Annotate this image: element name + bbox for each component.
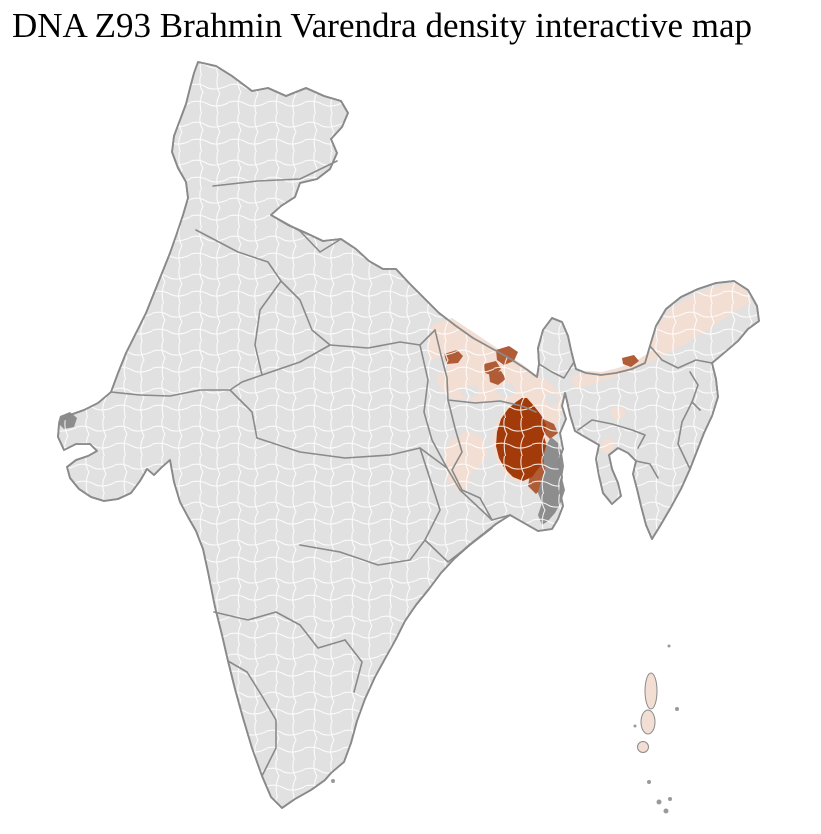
state-boundary-line [635,460,659,479]
island-andaman-north[interactable] [644,672,658,710]
island-dot [633,724,637,728]
state-boundary-line [280,280,331,346]
island-dot [663,808,669,814]
island-dot [647,780,651,784]
state-boundary-line [344,639,363,693]
page-title: DNA Z93 Brahmin Varendra density interac… [12,6,752,45]
state-boundary-line [577,419,646,449]
state-boundary-line [677,401,693,470]
medium-density-district[interactable] [622,355,639,367]
district-boundary-mesh [58,62,759,808]
state-boundaries [110,160,713,777]
state-boundary-line [212,160,338,187]
state-boundary-line [229,280,282,439]
state-boundary-line [447,399,537,413]
island-dot [331,779,335,783]
state-boundary-line [649,345,713,369]
island-dot [668,797,672,801]
state-boundary-line [227,660,277,777]
state-boundary-line [434,329,449,401]
state-boundary-line [447,399,511,521]
island-andaman-south[interactable] [640,709,656,735]
state-boundary-line [195,229,282,282]
island-little-andaman[interactable] [637,741,649,753]
state-boundary-line [110,389,231,397]
andaman-nicobar-islands[interactable] [633,644,680,814]
state-boundary-line [419,344,493,521]
state-boundary-line [256,437,448,469]
island-dot [675,707,679,711]
state-boundary-line [538,361,575,379]
island-dot [656,799,662,805]
island-dot [667,644,671,648]
state-boundary-line [299,539,426,566]
state-boundary-line [213,611,346,649]
state-boundary-line [689,371,701,411]
